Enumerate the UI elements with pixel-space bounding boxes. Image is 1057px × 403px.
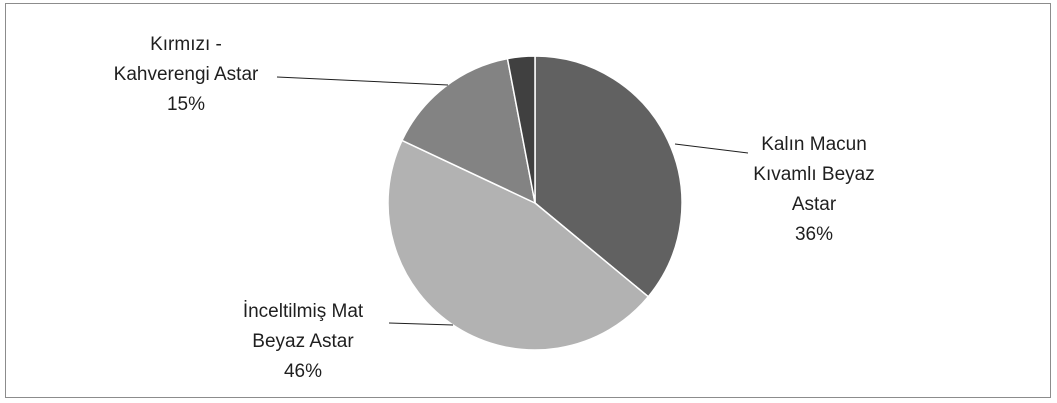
pie-slices	[387, 55, 683, 351]
leader-line-2	[388, 322, 454, 326]
pie-slice-1	[534, 55, 683, 298]
leader-lines	[276, 76, 749, 326]
pie-chart: Kalın Macun Kıvamlı Beyaz Astar 36% İnceltil…	[114, 34, 875, 382]
slice-label-1: Kalın Macun Kıvamlı Beyaz Astar 36%	[753, 134, 874, 245]
pie-slice-2	[387, 139, 650, 351]
slice-percent-label: 15%	[167, 94, 205, 115]
slice-labels: Kalın Macun Kıvamlı Beyaz Astar 36% İnceltil…	[114, 34, 875, 382]
slice-label-3: Kırmızı - Kahverengi Astar 15%	[114, 34, 259, 115]
pie-slice-4	[506, 55, 536, 204]
slice-category-label: Beyaz Astar	[252, 331, 354, 352]
slice-category-label: Kahverengi Astar	[114, 64, 259, 85]
slice-category-label: İnceltilmiş Mat	[243, 301, 364, 322]
slice-category-label: Astar	[792, 194, 837, 215]
slice-percent-label: 46%	[284, 361, 322, 382]
slice-category-label: Kalın Macun	[761, 134, 867, 155]
slice-label-2: İnceltilmiş Mat Beyaz Astar 46%	[243, 301, 364, 382]
pie-slice-3	[400, 57, 537, 205]
slice-category-label: Kıvamlı Beyaz	[753, 164, 874, 185]
chart-area: Kalın Macun Kıvamlı Beyaz Astar 36% İnceltil…	[5, 3, 1051, 398]
leader-line-1	[674, 143, 749, 154]
slice-percent-label: 36%	[795, 224, 833, 245]
slice-category-label: Kırmızı -	[150, 34, 222, 55]
leader-line-3	[276, 76, 449, 86]
